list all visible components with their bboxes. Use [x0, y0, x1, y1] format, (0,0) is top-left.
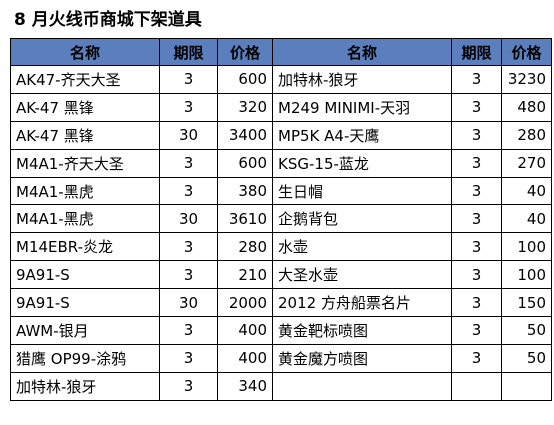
item-name-left: M4A1-齐天大圣 [10, 148, 160, 178]
item-term-right [451, 371, 502, 401]
item-term-right: 3 [451, 204, 502, 234]
item-term-left: 3 [159, 316, 218, 345]
item-name-left: M4A1-黑虎 [10, 204, 160, 234]
item-term-left: 3 [159, 343, 218, 373]
item-term-right: 3 [451, 148, 502, 178]
item-name-right: 黄金魔方喷图 [272, 343, 452, 373]
item-price-left: 320 [217, 92, 273, 122]
item-name-right: 大圣水壶 [272, 260, 452, 290]
item-term-left: 3 [159, 371, 218, 401]
header-name-right: 名称 [272, 38, 452, 66]
item-name-left: 猎鹰 OP99-涂鸦 [10, 343, 160, 373]
item-price-left: 280 [217, 232, 273, 262]
item-name-left: AK-47 黑锋 [10, 120, 160, 150]
item-name-right: 2012 方舟船票名片 [272, 288, 452, 318]
item-price-right: 280 [501, 120, 552, 150]
item-price-left: 3610 [217, 204, 273, 234]
item-name-right: 企鹅背包 [272, 204, 452, 234]
item-price-right: 480 [501, 92, 552, 122]
table-row: 加特林-狼牙 3 340 [10, 371, 552, 401]
table-row: M14EBR-炎龙 3 280 水壶 3 100 [10, 232, 552, 262]
item-name-right [272, 371, 452, 401]
item-price-right: 3230 [501, 65, 552, 94]
item-term-right: 3 [451, 120, 502, 150]
item-price-left: 340 [217, 371, 273, 401]
item-price-left: 210 [217, 260, 273, 290]
item-name-right: 生日帽 [272, 176, 452, 206]
header-term-right: 期限 [451, 38, 502, 66]
table-row: M4A1-黑虎 3 380 生日帽 3 40 [10, 176, 552, 206]
item-price-right: 150 [501, 288, 552, 318]
item-price-left: 400 [217, 316, 273, 345]
removed-items-table: 名称 期限 价格 名称 期限 价格 AK47-齐天大圣 3 600 加特林-狼牙 3 32… [10, 38, 552, 401]
item-term-left: 30 [159, 288, 218, 318]
table-row: AK-47 黑锋 3 320 M249 MINIMI-天羽 3 480 [10, 92, 552, 122]
header-name-left: 名称 [10, 38, 160, 66]
item-name-left: M4A1-黑虎 [10, 176, 160, 206]
item-price-right: 100 [501, 232, 552, 262]
item-price-right: 50 [501, 316, 552, 345]
item-price-right: 40 [501, 176, 552, 206]
item-name-right: 水壶 [272, 232, 452, 262]
item-name-left: 9A91-S [10, 260, 160, 290]
item-name-left: AK47-齐天大圣 [10, 65, 160, 94]
item-term-right: 3 [451, 288, 502, 318]
table-row: M4A1-黑虎 30 3610 企鹅背包 3 40 [10, 204, 552, 234]
item-price-left: 600 [217, 65, 273, 94]
table-header-row: 名称 期限 价格 名称 期限 价格 [10, 38, 552, 66]
item-term-right: 3 [451, 92, 502, 122]
item-price-right: 100 [501, 260, 552, 290]
item-term-right: 3 [451, 65, 502, 94]
item-name-right: M249 MINIMI-天羽 [272, 92, 452, 122]
table-row: M4A1-齐天大圣 3 600 KSG-15-蓝龙 3 270 [10, 148, 552, 178]
item-term-right: 3 [451, 260, 502, 290]
item-term-left: 30 [159, 204, 218, 234]
item-price-right: 50 [501, 343, 552, 373]
item-term-left: 3 [159, 176, 218, 206]
item-name-right: 黄金靶标喷图 [272, 316, 452, 345]
table-row: 9A91-S 3 210 大圣水壶 3 100 [10, 260, 552, 290]
item-term-right: 3 [451, 232, 502, 262]
item-price-left: 400 [217, 343, 273, 373]
item-term-right: 3 [451, 176, 502, 206]
table-row: 9A91-S 30 2000 2012 方舟船票名片 3 150 [10, 288, 552, 318]
item-term-left: 3 [159, 260, 218, 290]
item-name-left: 加特林-狼牙 [10, 371, 160, 401]
item-price-right: 40 [501, 204, 552, 234]
header-term-left: 期限 [159, 38, 218, 66]
item-price-right [501, 371, 552, 401]
table-row: 猎鹰 OP99-涂鸦 3 400 黄金魔方喷图 3 50 [10, 343, 552, 373]
item-name-left: 9A91-S [10, 288, 160, 318]
item-price-left: 380 [217, 176, 273, 206]
item-price-left: 3400 [217, 120, 273, 150]
table-row: AK47-齐天大圣 3 600 加特林-狼牙 3 3230 [10, 65, 552, 94]
item-name-left: AWM-银月 [10, 316, 160, 345]
item-name-left: M14EBR-炎龙 [10, 232, 160, 262]
item-price-left: 600 [217, 148, 273, 178]
table-row: AWM-银月 3 400 黄金靶标喷图 3 50 [10, 316, 552, 345]
item-name-left: AK-47 黑锋 [10, 92, 160, 122]
item-term-left: 3 [159, 232, 218, 262]
item-name-right: 加特林-狼牙 [272, 65, 452, 94]
item-name-right: MP5K A4-天鹰 [272, 120, 452, 150]
item-price-right: 270 [501, 148, 552, 178]
item-term-left: 3 [159, 92, 218, 122]
item-term-right: 3 [451, 316, 502, 345]
item-term-right: 3 [451, 343, 502, 373]
item-price-left: 2000 [217, 288, 273, 318]
item-term-left: 30 [159, 120, 218, 150]
table-row: AK-47 黑锋 30 3400 MP5K A4-天鹰 3 280 [10, 120, 552, 150]
header-price-left: 价格 [217, 38, 273, 66]
item-term-left: 3 [159, 148, 218, 178]
page-title: 8 月火线币商城下架道具 [14, 10, 202, 30]
item-name-right: KSG-15-蓝龙 [272, 148, 452, 178]
item-term-left: 3 [159, 65, 218, 94]
header-price-right: 价格 [501, 38, 552, 66]
